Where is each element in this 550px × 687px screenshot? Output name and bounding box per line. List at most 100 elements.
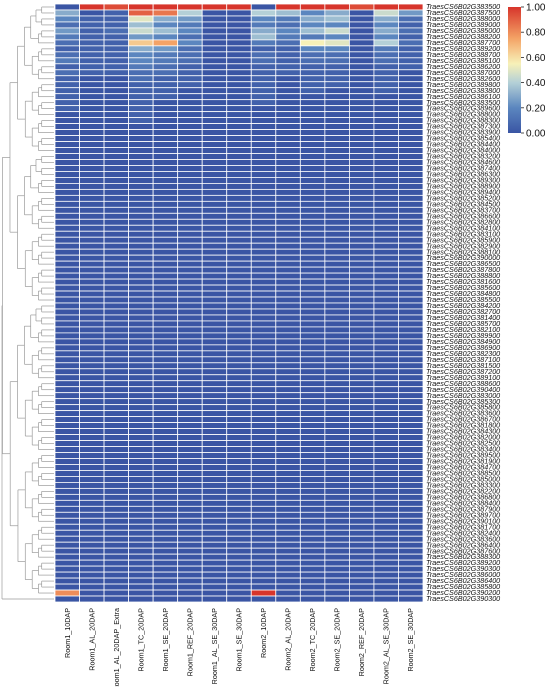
row-label: TraesCS6B02G387600	[426, 546, 500, 555]
heatmap-cell	[348, 553, 375, 561]
heatmap-cell	[373, 416, 399, 423]
heatmap-cell	[54, 386, 80, 394]
row-labels: TraesCS6B02G383500TraesCS6B02G387500Trae…	[426, 2, 500, 603]
heatmap-cell	[177, 547, 203, 555]
heatmap-cell	[152, 57, 179, 65]
heatmap-cell	[324, 308, 350, 316]
heatmap-cell	[250, 511, 277, 519]
heatmap-cell	[54, 200, 80, 208]
heatmap-cell	[152, 529, 179, 537]
heatmap-cell	[103, 434, 129, 441]
heatmap-cell	[398, 63, 424, 71]
heatmap-cell	[348, 302, 375, 310]
heatmap-cell	[226, 188, 252, 196]
heatmap-cell	[324, 200, 350, 208]
heatmap-cell	[79, 218, 105, 226]
heatmap-cell	[348, 75, 375, 83]
heatmap-cell	[398, 194, 424, 202]
heatmap-cell	[152, 290, 179, 298]
heatmap-cell	[128, 93, 154, 101]
heatmap-cell	[226, 224, 252, 232]
heatmap-cell	[250, 248, 277, 256]
heatmap-cell	[275, 523, 301, 531]
heatmap-cell	[201, 117, 228, 125]
heatmap-cell	[324, 266, 350, 274]
heatmap-cell	[348, 398, 375, 406]
heatmap-cell	[299, 200, 326, 208]
heatmap-cell	[177, 57, 203, 65]
heatmap-cell	[324, 248, 350, 256]
heatmap-cell	[201, 458, 228, 465]
heatmap-cell	[324, 224, 350, 232]
row-label: TraesCS6B02G383400	[426, 445, 500, 454]
colorbar-tick-label: 0.00	[526, 129, 546, 140]
heatmap-cell	[275, 505, 301, 513]
heatmap-cell	[373, 135, 399, 142]
heatmap-cell	[398, 260, 424, 268]
heatmap-cell	[152, 446, 179, 453]
heatmap-cell	[201, 338, 228, 346]
heatmap-cell	[177, 386, 203, 394]
heatmap-cell	[348, 296, 375, 304]
heatmap-cell	[324, 493, 350, 501]
heatmap-cell	[398, 332, 424, 340]
heatmap-cell	[103, 523, 129, 531]
heatmap-cell	[226, 541, 252, 549]
heatmap-cell	[373, 242, 399, 250]
heatmap-cell	[373, 153, 399, 160]
row-label: TraesCS6B02G389000	[426, 20, 500, 29]
heatmap-cell	[398, 464, 424, 471]
heatmap-cell	[275, 302, 301, 310]
heatmap-cell	[201, 99, 228, 107]
heatmap-cell	[250, 159, 277, 166]
heatmap-cell	[79, 404, 105, 412]
heatmap-cell	[177, 33, 203, 41]
heatmap-cell	[348, 374, 375, 382]
heatmap-cell	[201, 266, 228, 274]
heatmap-cell	[348, 535, 375, 543]
heatmap-cell	[54, 182, 80, 190]
heatmap-cell	[128, 398, 154, 406]
heatmap-cell	[299, 571, 326, 579]
column-label: Room1_10DAP	[63, 608, 72, 658]
heatmap-cell	[201, 75, 228, 83]
heatmap-cell	[128, 284, 154, 292]
heatmap-cell	[79, 57, 105, 65]
heatmap-cell	[79, 571, 105, 579]
heatmap-cell	[128, 266, 154, 274]
heatmap-cell	[373, 21, 399, 29]
heatmap-cell	[324, 404, 350, 412]
heatmap-cell	[275, 182, 301, 190]
heatmap-cell	[250, 577, 277, 585]
heatmap-cell	[250, 63, 277, 71]
heatmap-cell	[250, 260, 277, 268]
heatmap-cell	[299, 380, 326, 388]
heatmap-cell	[373, 452, 399, 459]
row-label: TraesCS6B02G390300	[426, 594, 500, 603]
row-label: TraesCS6B02G382400	[426, 528, 500, 537]
heatmap-cell	[324, 290, 350, 298]
heatmap-cell	[250, 565, 277, 573]
heatmap-cell	[177, 470, 203, 477]
row-label: TraesCS6B02G390000	[426, 253, 500, 262]
heatmap-cell	[103, 284, 129, 292]
heatmap-cell	[398, 93, 424, 101]
heatmap-cell	[324, 487, 350, 495]
heatmap-cell	[275, 218, 301, 226]
heatmap-cell	[275, 428, 301, 435]
heatmap-cell	[398, 212, 424, 220]
heatmap-cell	[348, 230, 375, 238]
heatmap-cell	[226, 320, 252, 328]
heatmap-cell	[348, 326, 375, 334]
heatmap-cell	[201, 212, 228, 220]
heatmap-cell	[54, 464, 80, 471]
heatmap-cell	[103, 392, 129, 400]
heatmap-cell	[177, 308, 203, 316]
row-label: TraesCS6B02G384900	[426, 337, 500, 346]
heatmap-cell	[373, 565, 399, 573]
heatmap-cell	[398, 242, 424, 250]
heatmap-cell	[128, 9, 154, 17]
heatmap-cell	[54, 159, 80, 166]
heatmap-cell	[348, 153, 375, 160]
heatmap-cell	[177, 105, 203, 113]
